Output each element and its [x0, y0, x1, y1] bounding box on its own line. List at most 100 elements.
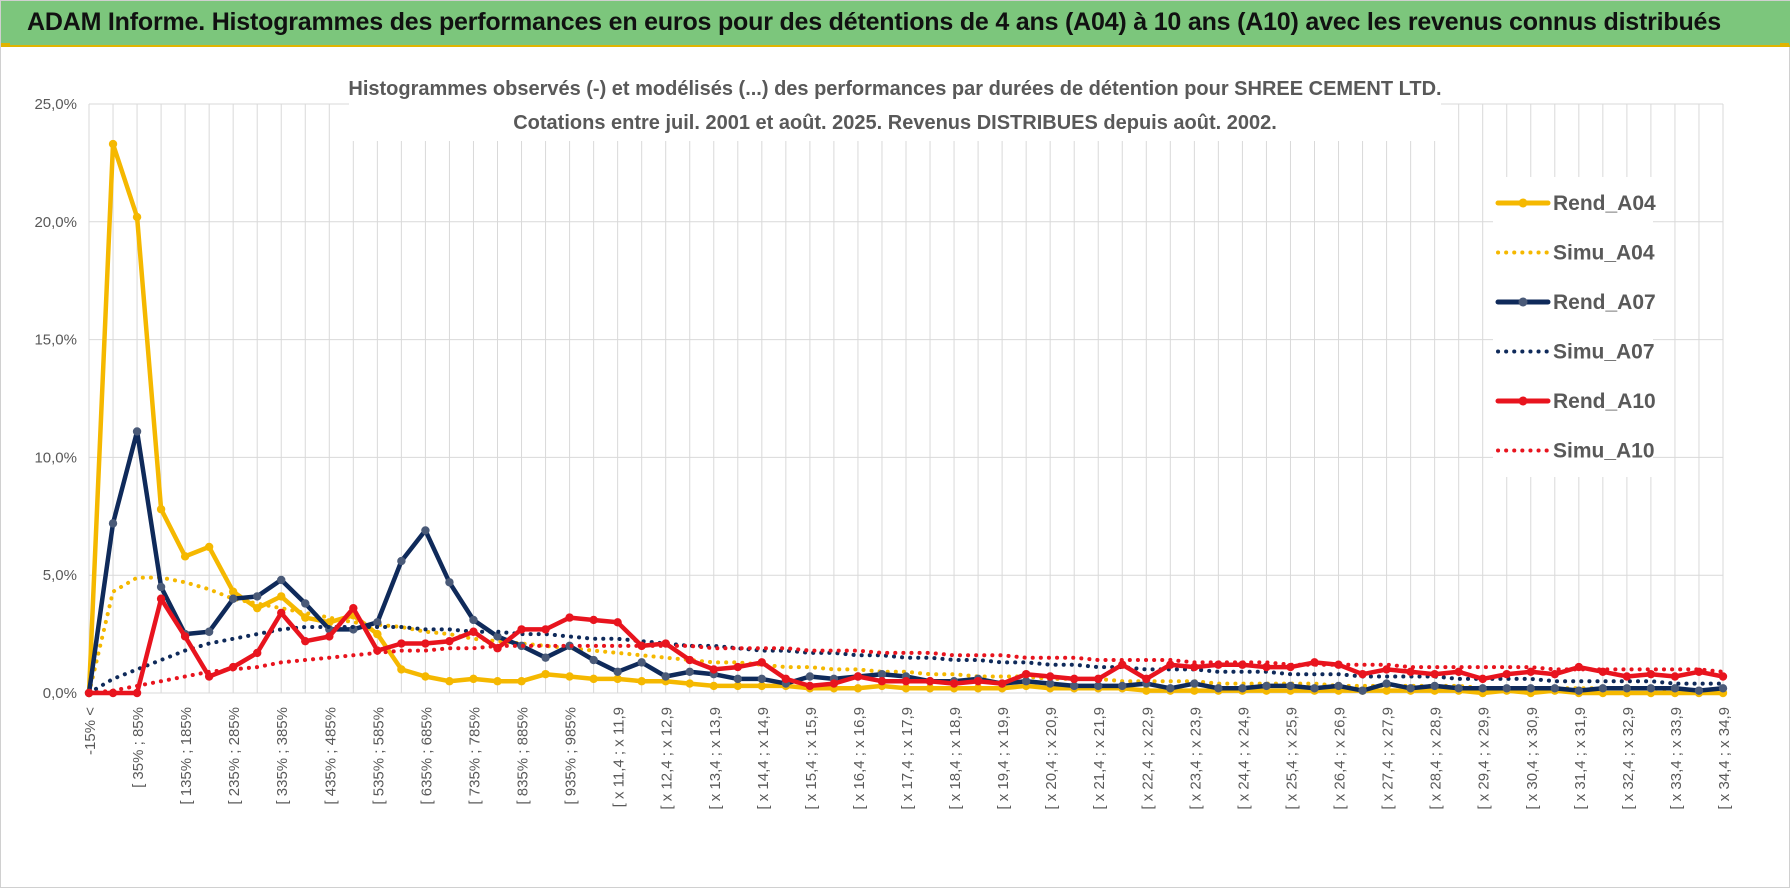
data-point — [180, 632, 190, 641]
x-tick-label: [ x 31,4 ; x 31,9 — [1572, 707, 1589, 810]
data-point — [613, 618, 622, 627]
data-point — [853, 672, 863, 681]
chart-title-line1: Histogrammes observés (-) et modélisés (… — [348, 78, 1441, 100]
data-point — [541, 669, 550, 679]
data-point — [1310, 684, 1319, 693]
data-point — [204, 672, 214, 681]
data-point — [1670, 684, 1680, 693]
data-point — [301, 599, 310, 608]
data-point — [1190, 679, 1199, 688]
chart-title-line2: Cotations entre juil. 2001 et août. 2025… — [513, 112, 1277, 134]
data-point — [469, 615, 478, 625]
y-tick-label: 5,0% — [43, 567, 77, 584]
data-point — [541, 625, 550, 634]
data-point — [180, 552, 190, 561]
data-point — [733, 662, 742, 672]
data-point — [1574, 686, 1584, 695]
data-point — [349, 603, 358, 613]
data-point — [1718, 684, 1728, 693]
data-point — [565, 672, 574, 681]
corner-mark-left — [1, 43, 10, 47]
data-point — [997, 679, 1007, 688]
x-tick-label: [ 835% ; 885% — [515, 707, 532, 805]
x-tick-label: [ 435% ; 485% — [322, 707, 339, 805]
data-point — [108, 139, 118, 149]
data-point — [1502, 684, 1511, 693]
legend-label: Simu_A04 — [1553, 242, 1655, 265]
data-point — [1021, 677, 1031, 686]
data-point — [565, 613, 574, 622]
data-point — [685, 655, 694, 665]
data-point — [445, 636, 454, 646]
data-point — [1142, 686, 1151, 695]
data-point — [228, 587, 238, 596]
x-tick-label: [ x 29,4 ; x 29,9 — [1476, 707, 1493, 810]
data-point — [1622, 672, 1632, 681]
data-point — [397, 665, 406, 674]
data-point — [589, 655, 598, 665]
data-point — [901, 677, 911, 686]
x-tick-label: [ 235% ; 285% — [226, 707, 243, 805]
data-point — [1070, 681, 1079, 691]
x-tick-label: [ x 26,4 ; x 26,9 — [1332, 707, 1349, 810]
x-tick-label: [ x 13,4 ; x 13,9 — [707, 707, 724, 810]
data-point — [325, 632, 334, 641]
x-tick-label: [ 635% ; 685% — [418, 707, 435, 805]
x-tick-label: [ x 23,4 ; x 23,9 — [1187, 707, 1204, 810]
data-point — [1190, 686, 1199, 695]
data-point — [757, 658, 767, 667]
data-point — [156, 582, 166, 592]
x-tick-label: [ x 32,4 ; x 32,9 — [1620, 707, 1637, 810]
legend-background — [1493, 177, 1653, 477]
data-point — [156, 505, 166, 514]
data-point — [108, 519, 118, 528]
data-point — [1670, 672, 1680, 681]
x-tick-label: [ x 33,4 ; x 33,9 — [1668, 707, 1685, 810]
data-point — [1021, 669, 1031, 679]
x-tick-label: [ 535% ; 585% — [370, 707, 387, 805]
data-point — [517, 677, 526, 686]
data-point — [589, 674, 598, 684]
y-tick-label: 25,0% — [34, 96, 77, 113]
data-point — [1262, 662, 1271, 672]
data-point — [493, 632, 502, 641]
data-point — [541, 653, 550, 662]
x-tick-label: [ 335% ; 385% — [274, 707, 291, 805]
data-point — [973, 677, 983, 686]
x-tick-label: [ x 30,4 ; x 30,9 — [1524, 707, 1541, 810]
x-tick-label: [ x 27,4 ; x 27,9 — [1380, 707, 1397, 810]
data-point — [805, 681, 815, 691]
x-tick-label: [ 135% ; 185% — [178, 707, 195, 805]
data-point — [421, 672, 430, 681]
data-point — [1646, 669, 1656, 679]
data-point — [733, 681, 742, 691]
y-tick-label: 10,0% — [34, 449, 77, 466]
data-point — [1214, 684, 1223, 693]
data-point — [637, 677, 646, 686]
data-point — [1262, 681, 1271, 691]
data-point — [1718, 672, 1728, 681]
x-tick-label: -15% < — [82, 707, 99, 755]
x-tick-label: [ x 20,4 ; x 20,9 — [1043, 707, 1060, 810]
data-point — [1694, 686, 1704, 695]
data-point — [829, 679, 839, 688]
data-point — [253, 648, 262, 658]
x-tick-label: [ x 12,4 ; x 12,9 — [659, 707, 676, 810]
data-point — [1045, 672, 1055, 681]
data-point — [469, 674, 478, 684]
chart-title-background — [349, 69, 1441, 141]
data-point — [1598, 684, 1608, 693]
data-point — [277, 575, 286, 585]
x-tick-label: [ 935% ; 985% — [563, 707, 580, 805]
data-point — [493, 677, 502, 686]
legend-marker — [1518, 396, 1528, 406]
data-point — [132, 688, 142, 698]
x-tick-label: [ x 18,4 ; x 18,9 — [947, 707, 964, 810]
series-line-simu-a07 — [87, 625, 1725, 695]
data-point — [877, 677, 887, 686]
x-tick-label: [ x 11,4 ; x 11,9 — [611, 707, 628, 807]
x-tick-label: [ x 19,4 ; x 19,9 — [995, 707, 1012, 810]
x-tick-label: [ x 22,4 ; x 22,9 — [1139, 707, 1156, 810]
data-point — [397, 556, 406, 566]
data-point — [685, 679, 694, 688]
